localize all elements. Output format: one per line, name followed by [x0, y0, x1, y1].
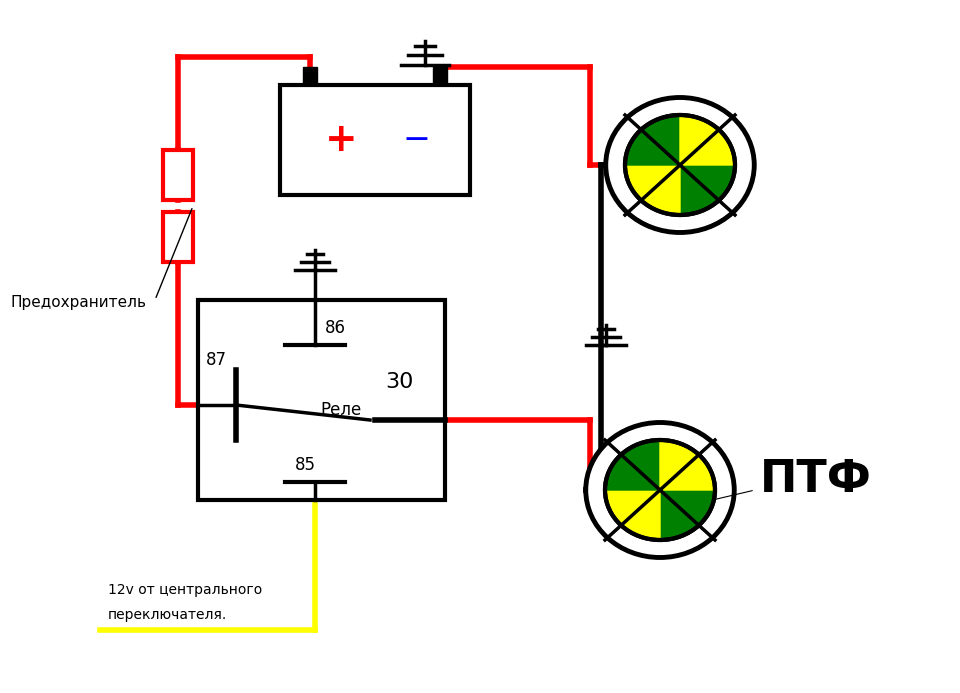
Ellipse shape: [586, 423, 734, 557]
Polygon shape: [605, 440, 660, 490]
Bar: [163, 150, 193, 200]
Text: 30: 30: [385, 372, 414, 392]
Bar: [433, 67, 447, 85]
Polygon shape: [660, 440, 715, 490]
Text: Предохранитель: Предохранитель: [10, 295, 146, 310]
Bar: [198, 300, 445, 500]
Text: +: +: [324, 121, 357, 159]
Polygon shape: [605, 490, 660, 540]
Text: 85: 85: [295, 456, 316, 474]
Bar: [163, 212, 193, 262]
Polygon shape: [625, 115, 680, 165]
Text: переключателя.: переключателя.: [108, 608, 228, 622]
Text: 12v от центрального: 12v от центрального: [108, 583, 262, 597]
Bar: [280, 85, 470, 195]
Text: ПТФ: ПТФ: [760, 459, 872, 502]
Text: −: −: [403, 123, 431, 157]
Text: Реле: Реле: [321, 401, 362, 419]
Bar: [303, 67, 317, 85]
Polygon shape: [680, 115, 735, 165]
Text: 86: 86: [325, 319, 346, 337]
Polygon shape: [680, 165, 735, 215]
Polygon shape: [625, 165, 680, 215]
Ellipse shape: [606, 98, 755, 232]
Polygon shape: [660, 490, 715, 540]
Text: 87: 87: [206, 351, 227, 369]
